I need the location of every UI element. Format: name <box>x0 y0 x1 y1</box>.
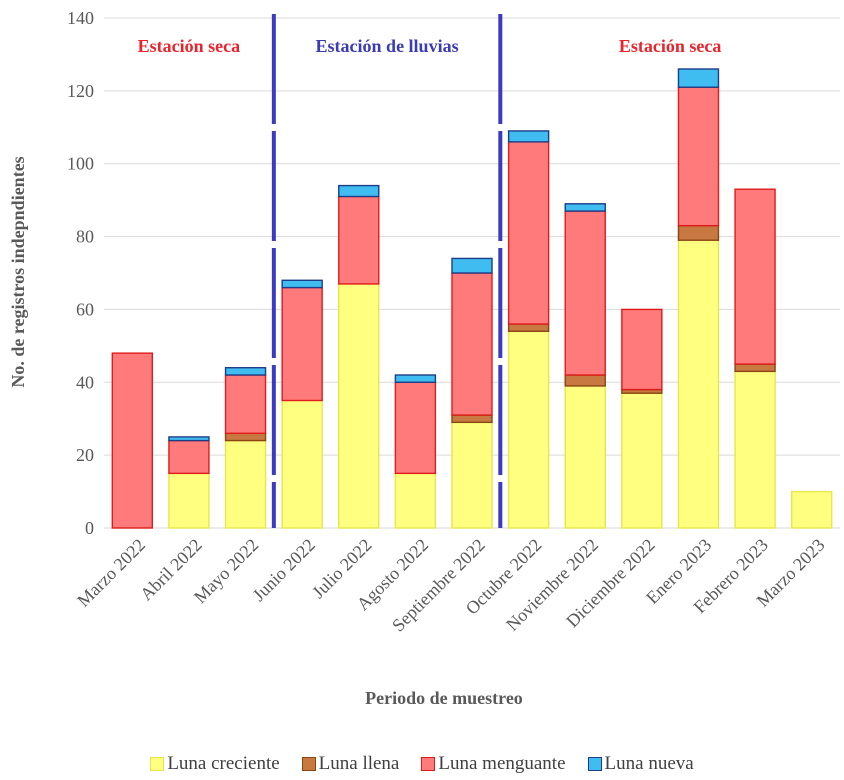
bar-segment <box>168 439 210 475</box>
bar-segment <box>338 184 380 198</box>
bar-segment <box>168 436 210 442</box>
legend-label: Luna nueva <box>604 753 694 774</box>
legend-swatch <box>587 757 602 771</box>
bar-segment <box>451 272 493 416</box>
legend-swatch <box>301 757 316 771</box>
legend-label: Luna llena <box>318 753 400 774</box>
bar-segment <box>338 283 380 529</box>
bars <box>111 68 833 529</box>
x-tick-label: Junio 2022 <box>249 535 319 605</box>
y-axis-title: No. de registros indepndientes <box>8 156 28 387</box>
bar-segment <box>564 374 606 387</box>
bar-segment <box>394 381 437 475</box>
bar-segment <box>281 279 323 289</box>
bar-segment <box>507 330 550 529</box>
y-tick-label: 140 <box>67 8 94 28</box>
x-tick-label: Marzo 2022 <box>73 535 149 611</box>
y-tick-label: 120 <box>67 81 94 101</box>
legend-swatch <box>150 757 165 771</box>
legend-item: Luna creciente <box>150 753 280 775</box>
bar-segment <box>224 439 267 529</box>
legend-item: Luna nueva <box>587 753 694 775</box>
bar-segment <box>677 224 720 241</box>
bar-segment <box>677 68 720 88</box>
bar-segment <box>564 203 606 212</box>
y-tick-label: 100 <box>67 154 94 174</box>
bar-segment <box>394 472 437 529</box>
x-axis-title: Periodo de muestreo <box>365 688 523 708</box>
y-tick-label: 20 <box>76 445 94 465</box>
bar-segment <box>224 432 267 442</box>
bar-segment <box>621 392 663 529</box>
season-dividers <box>271 14 503 528</box>
bar-segment <box>224 367 267 376</box>
season-label: Estación seca <box>138 36 241 56</box>
bar-segment <box>168 472 210 529</box>
bar-segment <box>451 257 493 274</box>
bar-segment <box>507 130 550 143</box>
bar-segment <box>564 385 606 529</box>
bar-segment <box>224 374 267 434</box>
bar-segment <box>451 421 493 529</box>
bar-segment <box>281 286 323 402</box>
y-axis-ticks: 0 20 40 60 80 100 120 140 <box>67 8 94 538</box>
season-labels: Estación seca Estación de lluvias Estación… <box>138 36 722 56</box>
y-tick-label: 60 <box>76 299 94 319</box>
bar-segment <box>564 210 606 376</box>
bar-segment <box>734 188 776 365</box>
bar-segment <box>734 370 776 529</box>
bar-segment <box>338 195 380 285</box>
y-tick-label: 40 <box>76 372 94 392</box>
bar-segment <box>394 374 437 383</box>
bar-segment <box>790 490 833 529</box>
y-tick-label: 80 <box>76 227 94 247</box>
legend: Luna creciente Luna llena Luna menguante Lu… <box>0 752 844 776</box>
legend-item: Luna menguante <box>421 753 566 775</box>
bar-segment <box>621 308 663 391</box>
bar-segment <box>507 141 550 325</box>
season-label: Estación seca <box>619 36 722 56</box>
bar-segment <box>734 363 776 373</box>
legend-label: Luna creciente <box>167 753 280 774</box>
season-label: Estación de lluvias <box>316 36 459 56</box>
legend-item: Luna llena <box>301 753 400 775</box>
bar-segment <box>677 86 720 227</box>
y-tick-label: 0 <box>85 518 94 538</box>
legend-swatch <box>421 757 436 771</box>
legend-label: Luna menguante <box>438 753 566 774</box>
bar-segment <box>451 414 493 424</box>
bar-segment <box>677 239 720 529</box>
bar-segment <box>507 323 550 332</box>
bar-segment <box>111 352 154 529</box>
bar-segment <box>281 399 323 529</box>
